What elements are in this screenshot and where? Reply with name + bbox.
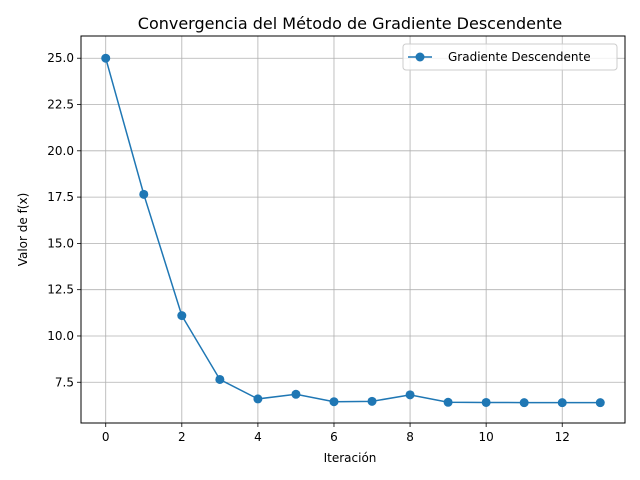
x-tick-label: 4 [254, 430, 262, 444]
legend-point-marker [415, 52, 425, 62]
data-point [405, 390, 415, 400]
data-point [291, 389, 301, 399]
y-tick-label: 25.0 [47, 51, 74, 65]
x-tick-label: 0 [102, 430, 110, 444]
data-point [519, 398, 529, 408]
data-point [329, 397, 339, 407]
y-axis: 7.5 10.0 12.5 15.0 17.5 20.0 22.5 25.0 [47, 51, 81, 389]
legend-label: Gradiente Descendente [448, 50, 591, 64]
grid-lines [81, 36, 625, 423]
y-tick-label: 20.0 [47, 144, 74, 158]
data-point [253, 394, 263, 404]
series-line-group [101, 53, 605, 408]
x-axis: 0 2 4 6 8 10 12 [102, 423, 570, 444]
y-tick-label: 12.5 [47, 283, 74, 297]
x-axis-label: Iteración [324, 451, 377, 465]
y-tick-label: 10.0 [47, 329, 74, 343]
x-tick-label: 10 [479, 430, 494, 444]
data-point [215, 374, 225, 384]
chart-title: Convergencia del Método de Gradiente Des… [138, 14, 562, 33]
data-point [481, 397, 491, 407]
x-tick-label: 6 [330, 430, 338, 444]
data-point [443, 397, 453, 407]
y-tick-label: 7.5 [55, 375, 74, 389]
data-point [101, 53, 111, 63]
y-axis-label: Valor de f(x) [16, 193, 30, 267]
data-point [595, 398, 605, 408]
x-tick-label: 2 [178, 430, 186, 444]
data-point [139, 189, 149, 199]
data-point [367, 396, 377, 406]
data-point [177, 311, 187, 321]
data-point [557, 398, 567, 408]
y-tick-label: 17.5 [47, 190, 74, 204]
legend: Gradiente Descendente [402, 43, 618, 71]
x-tick-label: 12 [555, 430, 570, 444]
series-line [105, 58, 601, 404]
legend-box [402, 43, 618, 71]
plot-area-frame [80, 35, 626, 424]
y-tick-label: 15.0 [47, 236, 74, 250]
y-tick-label: 22.5 [47, 98, 74, 112]
x-tick-label: 8 [406, 430, 414, 444]
